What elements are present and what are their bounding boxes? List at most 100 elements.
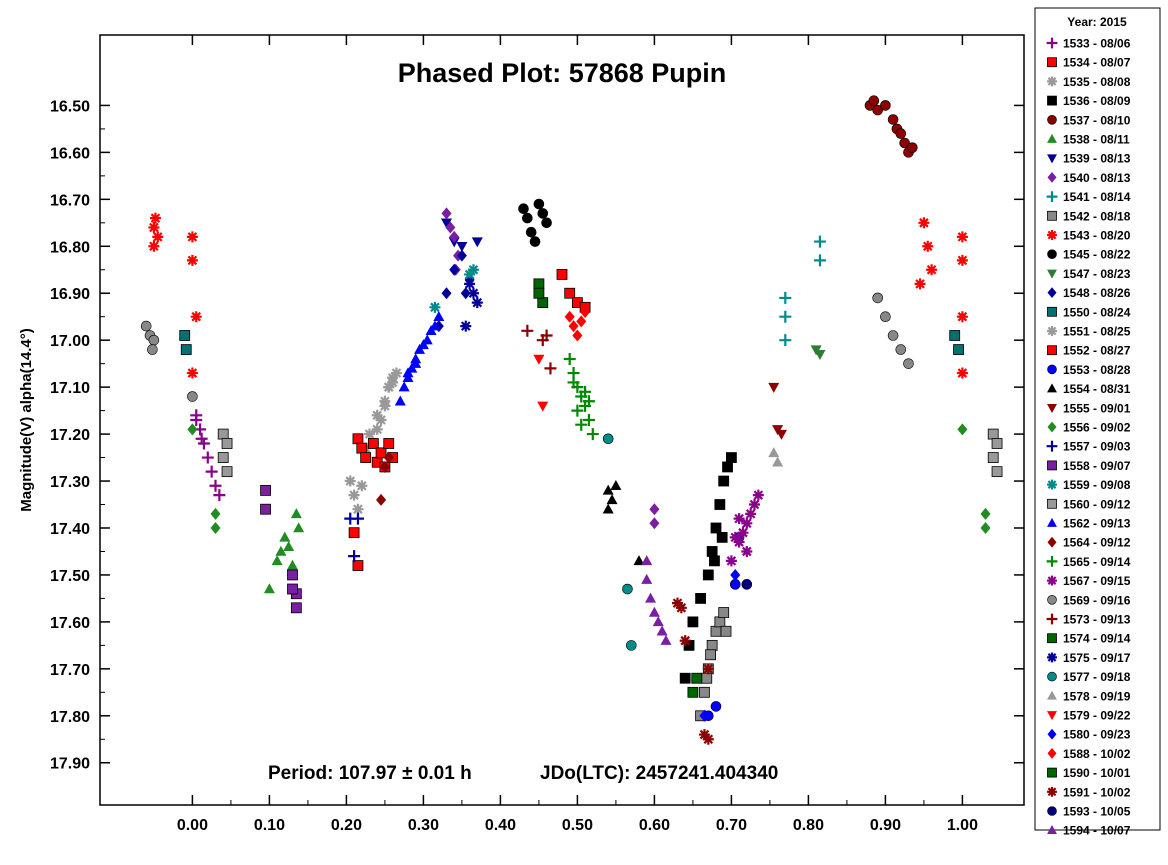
data-point [737, 527, 749, 539]
data-point [602, 484, 614, 495]
y-tick-label: 17.00 [50, 333, 90, 350]
legend-label: 1557 - 09/03 [1063, 440, 1131, 454]
data-point [672, 597, 683, 609]
legend-marker [1047, 230, 1057, 240]
data-point [687, 616, 699, 628]
data-point [868, 95, 880, 107]
data-point [441, 218, 452, 229]
x-tick-label: 0.30 [408, 817, 439, 834]
legend-marker [1047, 306, 1057, 317]
data-point [148, 334, 160, 346]
legend-label: 1548 - 08/26 [1063, 286, 1131, 300]
x-tick-label: 0.90 [870, 817, 901, 834]
data-point [460, 287, 471, 300]
plot-frame [99, 34, 1025, 806]
legend-label: 1590 - 10/01 [1063, 766, 1131, 780]
legend-marker [1047, 460, 1057, 471]
legend-marker [1047, 269, 1057, 279]
legend-label: 1575 - 09/17 [1063, 651, 1131, 665]
data-point [645, 592, 657, 603]
data-point [544, 362, 557, 375]
legend-label: 1554 - 08/31 [1063, 382, 1131, 396]
data-point [730, 568, 741, 581]
data-point [540, 329, 553, 342]
legend-marker [1047, 575, 1057, 586]
legend-marker [1047, 57, 1057, 68]
data-point [471, 237, 483, 248]
legend-marker [1047, 536, 1057, 548]
legend-label: 1569 - 09/16 [1063, 593, 1131, 607]
data-point [914, 278, 926, 290]
data-point [464, 268, 476, 280]
y-tick-label: 16.50 [50, 98, 90, 115]
legend-label: 1562 - 09/13 [1063, 517, 1131, 531]
data-point [375, 414, 387, 426]
data-point [633, 555, 645, 566]
legend-marker [1047, 172, 1057, 183]
data-point [521, 324, 534, 337]
data-point [648, 606, 660, 617]
y-tick-label: 16.60 [50, 145, 90, 162]
data-point [701, 672, 713, 684]
legend-marker [1047, 690, 1057, 700]
data-point [872, 104, 884, 116]
legend-marker [1046, 556, 1058, 567]
legend-label: 1574 - 09/14 [1063, 632, 1131, 646]
data-point [467, 264, 479, 276]
legend-marker [1047, 210, 1057, 221]
legend-marker [1047, 421, 1057, 433]
data-point [702, 733, 714, 745]
legend-marker [1047, 76, 1057, 87]
data-point [918, 217, 930, 229]
data-point [149, 212, 161, 224]
data-point [814, 350, 826, 361]
data-point [656, 625, 668, 636]
legend-label: 1559 - 09/08 [1063, 478, 1131, 492]
legend-marker [1047, 133, 1057, 143]
legend-marker [1047, 249, 1057, 259]
data-point [375, 447, 387, 459]
data-point [702, 663, 714, 675]
data-point [880, 311, 891, 323]
legend-label: 1538 - 08/11 [1063, 133, 1130, 147]
legend-marker [1047, 479, 1057, 490]
data-point [718, 475, 730, 487]
data-point [210, 521, 221, 534]
data-point [210, 507, 221, 520]
x-tick-label: 0.40 [485, 817, 516, 834]
y-tick-label: 17.80 [50, 709, 90, 726]
data-point [537, 297, 549, 309]
legend-entries: 1533 - 08/06 1534 - 08/07 1535 - 08/08 1536… [1046, 37, 1131, 838]
data-point [813, 235, 826, 248]
data-point [287, 559, 298, 570]
data-point [706, 639, 718, 651]
data-point [529, 236, 541, 247]
data-point [533, 354, 545, 365]
x-tick-label: 0.10 [254, 817, 285, 834]
data-point [813, 254, 826, 267]
legend-marker [1047, 767, 1057, 778]
y-axis-label: Magnitude(V) alpha(14.4°) [18, 328, 35, 512]
legend-label: 1556 - 09/02 [1063, 421, 1131, 435]
y-tick-label: 17.90 [50, 756, 90, 773]
data-point [402, 367, 414, 378]
data-point [148, 240, 160, 252]
y-tick-label: 17.10 [50, 380, 90, 397]
data-point [383, 381, 395, 393]
y-axis: 16.50 16.60 16.70 16.80 16.90 17.00 17.10 17.20… [50, 98, 1024, 773]
legend-label: 1567 - 09/15 [1063, 574, 1131, 588]
data-point [741, 545, 753, 557]
legend-marker [1047, 806, 1057, 816]
x-tick-label: 0.80 [793, 817, 824, 834]
x-tick-label: 1.00 [947, 817, 978, 834]
data-point [260, 503, 271, 515]
data-point [899, 137, 910, 149]
data-point [956, 231, 968, 243]
data-point [729, 531, 741, 543]
data-point [949, 330, 961, 341]
data-point [726, 452, 737, 463]
data-point [367, 438, 379, 449]
x-tick-label: 0.60 [639, 817, 670, 834]
data-point [956, 367, 968, 379]
